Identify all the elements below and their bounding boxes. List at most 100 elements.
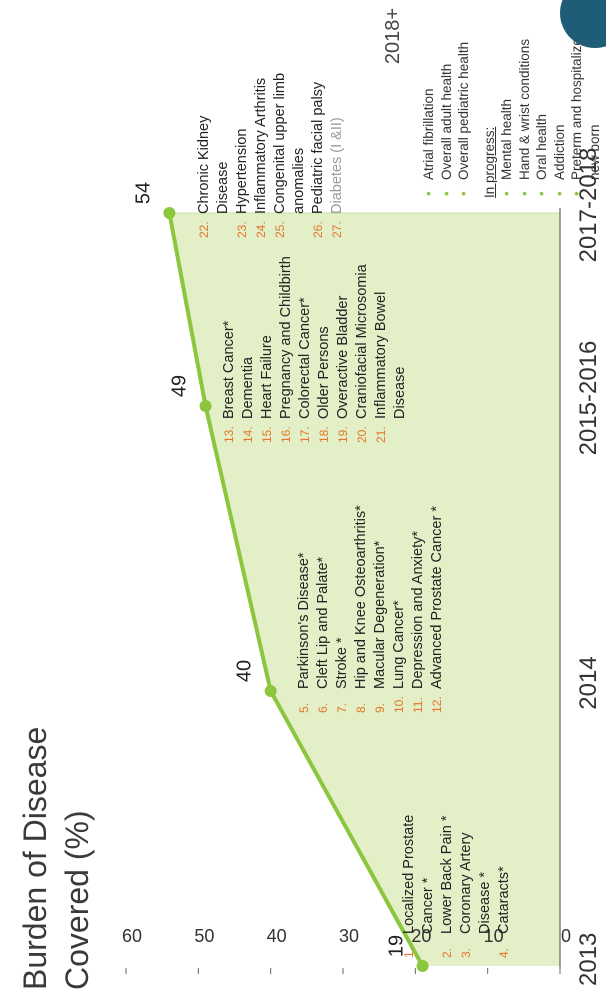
disease-item: 11. Depression and Anxiety* [409,498,428,713]
y-tick-label: 50 [194,926,214,946]
x-tick-label: 2015-2016 [575,341,602,456]
disease-item: 26. Pediatric facial palsy [309,63,328,238]
disease-number: 24. [254,221,268,238]
data-point [416,960,429,972]
disease-item: 13. Breast Cancer* [220,243,239,443]
bullet-icon: • [421,191,436,196]
disease-number: 7. [335,702,349,713]
disease-number: 5. [297,702,311,713]
disease-name: Lower Back Pain * [439,815,455,934]
future-item: • Addiction [551,8,569,198]
disease-number: 18. [317,426,331,443]
disease-name: Pediatric facial palsy [310,81,326,214]
y-tick-label: 60 [122,926,142,946]
in-progress-label: In progress: [481,126,497,198]
disease-number: 19. [336,426,350,443]
disease-item: 2. Lower Back Pain * [438,788,457,958]
disease-number: 4. [497,947,511,958]
disease-name: Stroke * [334,637,350,689]
disease-name: Cleft Lip and Palate* [315,556,331,689]
disease-name: Macular Degeneration* [372,540,388,689]
future-item-text: Atrial fibrillation [421,88,436,180]
disease-column: 5. Parkinson's Disease* 6. Cleft Lip and Pa… [295,498,447,713]
disease-item: 23. Hypertension [233,63,252,238]
disease-item: 20. Craniofacial Microsomia [353,243,372,443]
disease-item: 12. Advanced Prostate Cancer * [428,498,447,713]
disease-name: Chronic Kidney Disease [196,115,231,214]
disease-number: 8. [354,702,368,713]
disease-item: 3. Coronary Artery Disease * [457,788,495,958]
disease-number: 1. [402,947,416,958]
disease-number: 6. [316,702,330,713]
disease-number: 20. [355,426,369,443]
disease-name: Coronary Artery Disease * [458,832,493,934]
disease-item: 8. Hip and Knee Osteoarthritis* [352,498,371,713]
disease-number: 10. [392,696,406,713]
disease-number: 15. [260,426,274,443]
disease-name: Dementia [240,356,256,419]
disease-number: 27. [330,221,344,238]
data-point [163,207,176,219]
y-tick-label: 0 [561,926,571,946]
disease-item: 1. Localized Prostate Cancer * [400,788,438,958]
disease-name: Pregnancy and Childbirth [278,256,294,419]
data-point [264,685,277,697]
disease-number: 13. [222,426,236,443]
x-tick-label: 2014 [575,656,602,709]
title-line-2: Covered (%) [59,810,95,990]
disease-name: Craniofacial Microsomia [354,264,370,419]
disease-number: 2. [440,947,454,958]
y-tick-label: 40 [267,926,287,946]
disease-item: 4. Cataracts* [495,788,514,958]
disease-number: 14. [241,426,255,443]
disease-name: Depression and Anxiety* [410,531,426,689]
disease-item: 24. Inflammatory Arthritis [252,63,271,238]
disease-column: 1. Localized Prostate Cancer * 2. Lower Bac… [400,788,514,958]
disease-name: Congenital upper limb anomalies [272,72,307,214]
bullet-icon: • [438,191,454,196]
data-label: 19 [386,935,408,957]
disease-number: 16. [279,426,293,443]
y-tick-label: 20 [411,926,431,946]
disease-column: 13. Breast Cancer* 14. Dementia 15. Heart Fai… [220,243,410,443]
future-item-text: Overall adult health [438,63,454,180]
series-line-segment [167,211,208,408]
disease-number: 23. [235,221,249,238]
disease-name: Localized Prostate Cancer * [401,814,436,934]
series-line-segment [268,689,425,968]
chart-title: Burden of Disease Covered (%) [14,727,98,990]
future-item-text: Addiction [551,124,567,180]
disease-item: 7. Stroke * [333,498,352,713]
disease-name: Lung Cancer* [391,600,407,689]
disease-number: 11. [411,697,425,713]
disease-name: Inflammatory Arthritis [253,77,269,214]
disease-number: 9. [373,702,387,713]
data-label: 40 [234,660,256,682]
disease-name: Cataracts* [496,866,512,934]
disease-name: Older Persons [316,326,332,419]
bullet-icon: • [516,191,532,196]
disease-name: Overactive Bladder [335,295,351,419]
y-tick-label: 30 [339,926,359,946]
future-item: • Hand & wrist conditions [516,8,534,198]
disease-item: 6. Cleft Lip and Palate* [314,498,333,713]
bullet-icon: • [569,191,584,196]
disease-name: Advanced Prostate Cancer * [429,506,445,689]
data-point [199,400,212,412]
disease-item: 5. Parkinson's Disease* [295,498,314,713]
disease-number: 21. [374,426,388,443]
disease-number: 26. [311,221,325,238]
disease-name: Breast Cancer* [221,320,237,419]
disease-number: 12. [430,696,444,713]
disease-number: 22. [197,221,211,238]
disease-name: Colorectal Cancer* [297,297,313,419]
disease-item: 16. Pregnancy and Childbirth [277,243,296,443]
disease-item: 17. Colorectal Cancer* [296,243,315,443]
disease-item: 21. Inflammatory Bowel Disease [372,243,410,443]
y-tick-label: 10 [484,926,504,946]
disease-item: 27. Diabetes (I &II) [328,63,347,238]
bullet-icon: • [551,191,567,196]
future-header: 2018+ [382,8,404,65]
